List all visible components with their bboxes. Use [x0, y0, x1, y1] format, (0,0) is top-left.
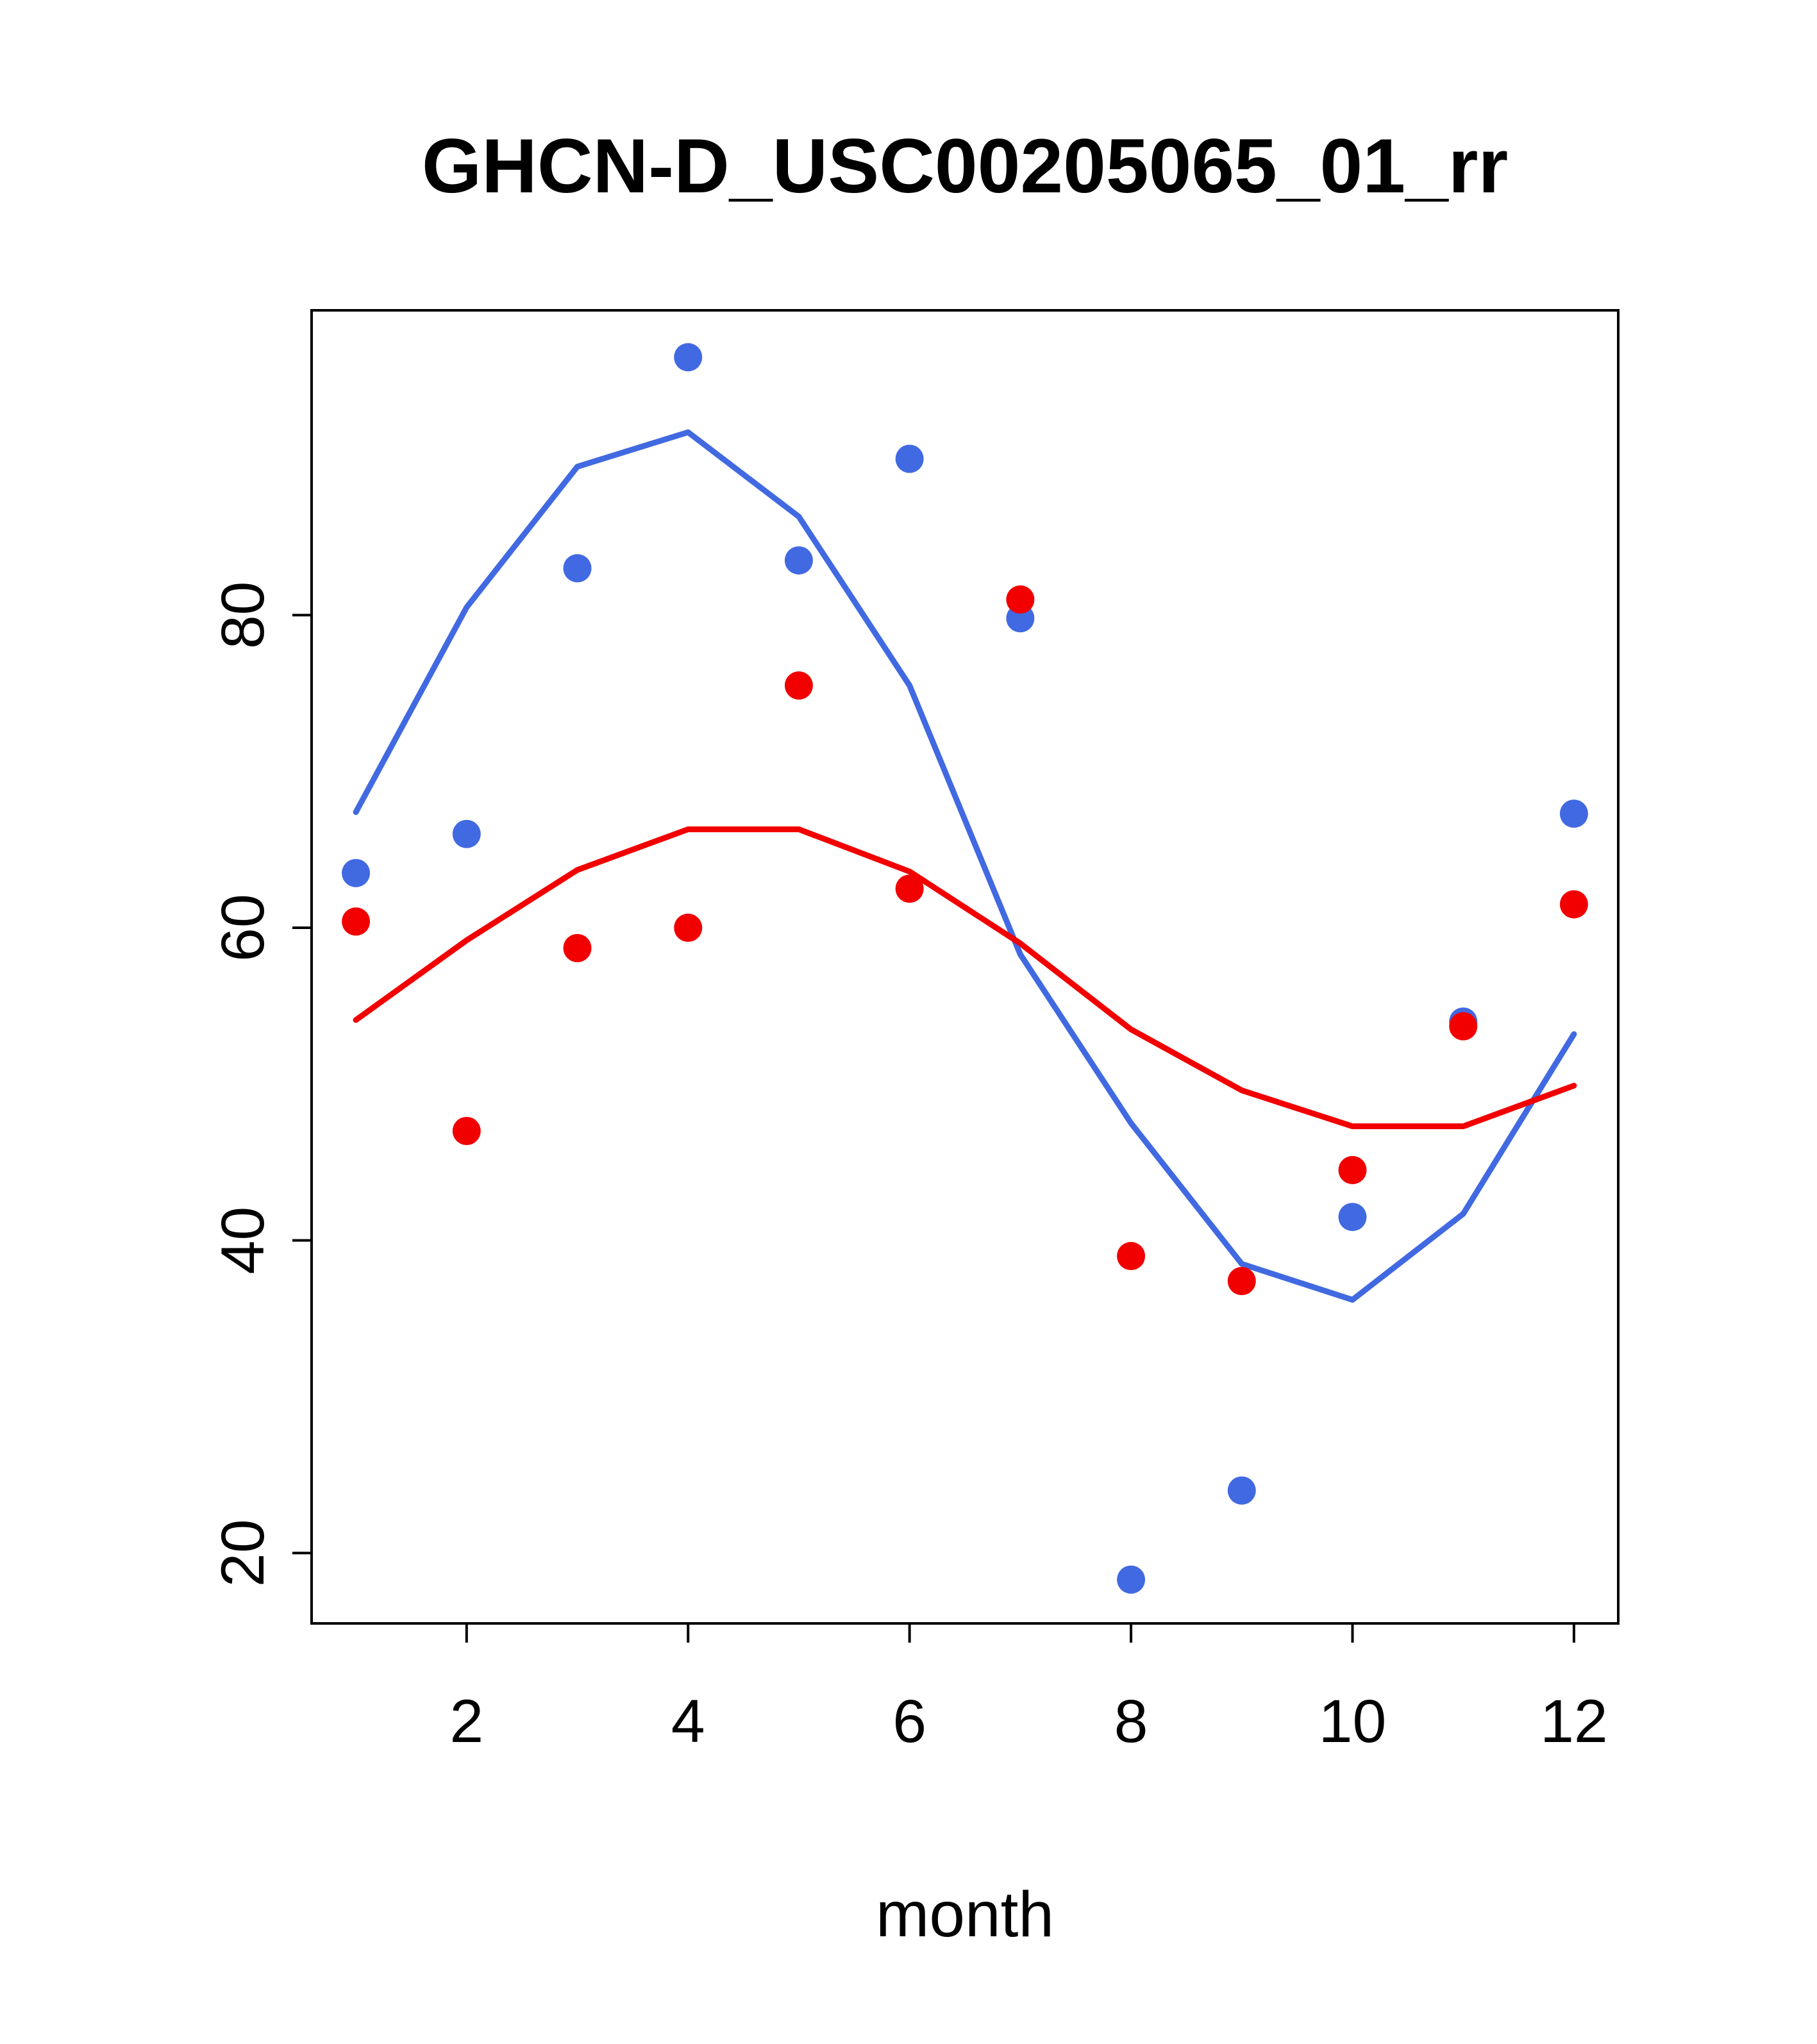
x-axis-label: month: [876, 1879, 1054, 1950]
blue-points-point: [1227, 1476, 1256, 1505]
blue-points-point: [895, 444, 924, 473]
blue-points-point: [563, 554, 592, 583]
red-points-point: [1338, 1155, 1367, 1184]
blue-points-point: [342, 859, 371, 887]
red-points-point: [1006, 585, 1035, 614]
blue-points-point: [674, 343, 703, 372]
x-tick-label: 10: [1319, 1688, 1387, 1755]
blue-trend-line: [353, 429, 1577, 1303]
blue-points-point: [1338, 1203, 1367, 1232]
x-tick-label: 2: [449, 1688, 483, 1755]
red-points-point: [674, 914, 703, 942]
data-series: [342, 343, 1588, 1594]
y-tick-label: 80: [209, 582, 277, 649]
red-points-point: [1559, 890, 1588, 919]
blue-points-point: [784, 546, 813, 575]
blue-points-point: [1559, 800, 1588, 828]
plot-box: [310, 309, 1620, 1625]
y-tick-label: 20: [209, 1519, 277, 1587]
blue-points-point: [452, 819, 481, 848]
x-tick-label: 6: [892, 1688, 926, 1755]
red-points-point: [1117, 1242, 1146, 1271]
x-tick-label: 4: [671, 1688, 705, 1755]
y-tick-label: 60: [209, 894, 277, 962]
red-points-point: [1227, 1267, 1256, 1296]
red-points-point: [563, 934, 592, 962]
axis-ticks: 2 4 6 8 10 12 20 40 60 80: [209, 582, 1608, 1755]
blue-points-point: [1117, 1565, 1146, 1594]
x-tick-label: 12: [1540, 1688, 1608, 1755]
red-points-point: [452, 1117, 481, 1145]
red-points-point: [895, 875, 924, 903]
chart-title: GHCN-D_USC00205065_01_rr: [422, 123, 1508, 209]
x-tick-label: 8: [1114, 1688, 1148, 1755]
red-points-point: [342, 907, 371, 936]
red-points-point: [1449, 1012, 1478, 1041]
red-points-point: [784, 671, 813, 700]
red-trend-line: [353, 826, 1577, 1130]
y-tick-label: 40: [209, 1207, 277, 1275]
